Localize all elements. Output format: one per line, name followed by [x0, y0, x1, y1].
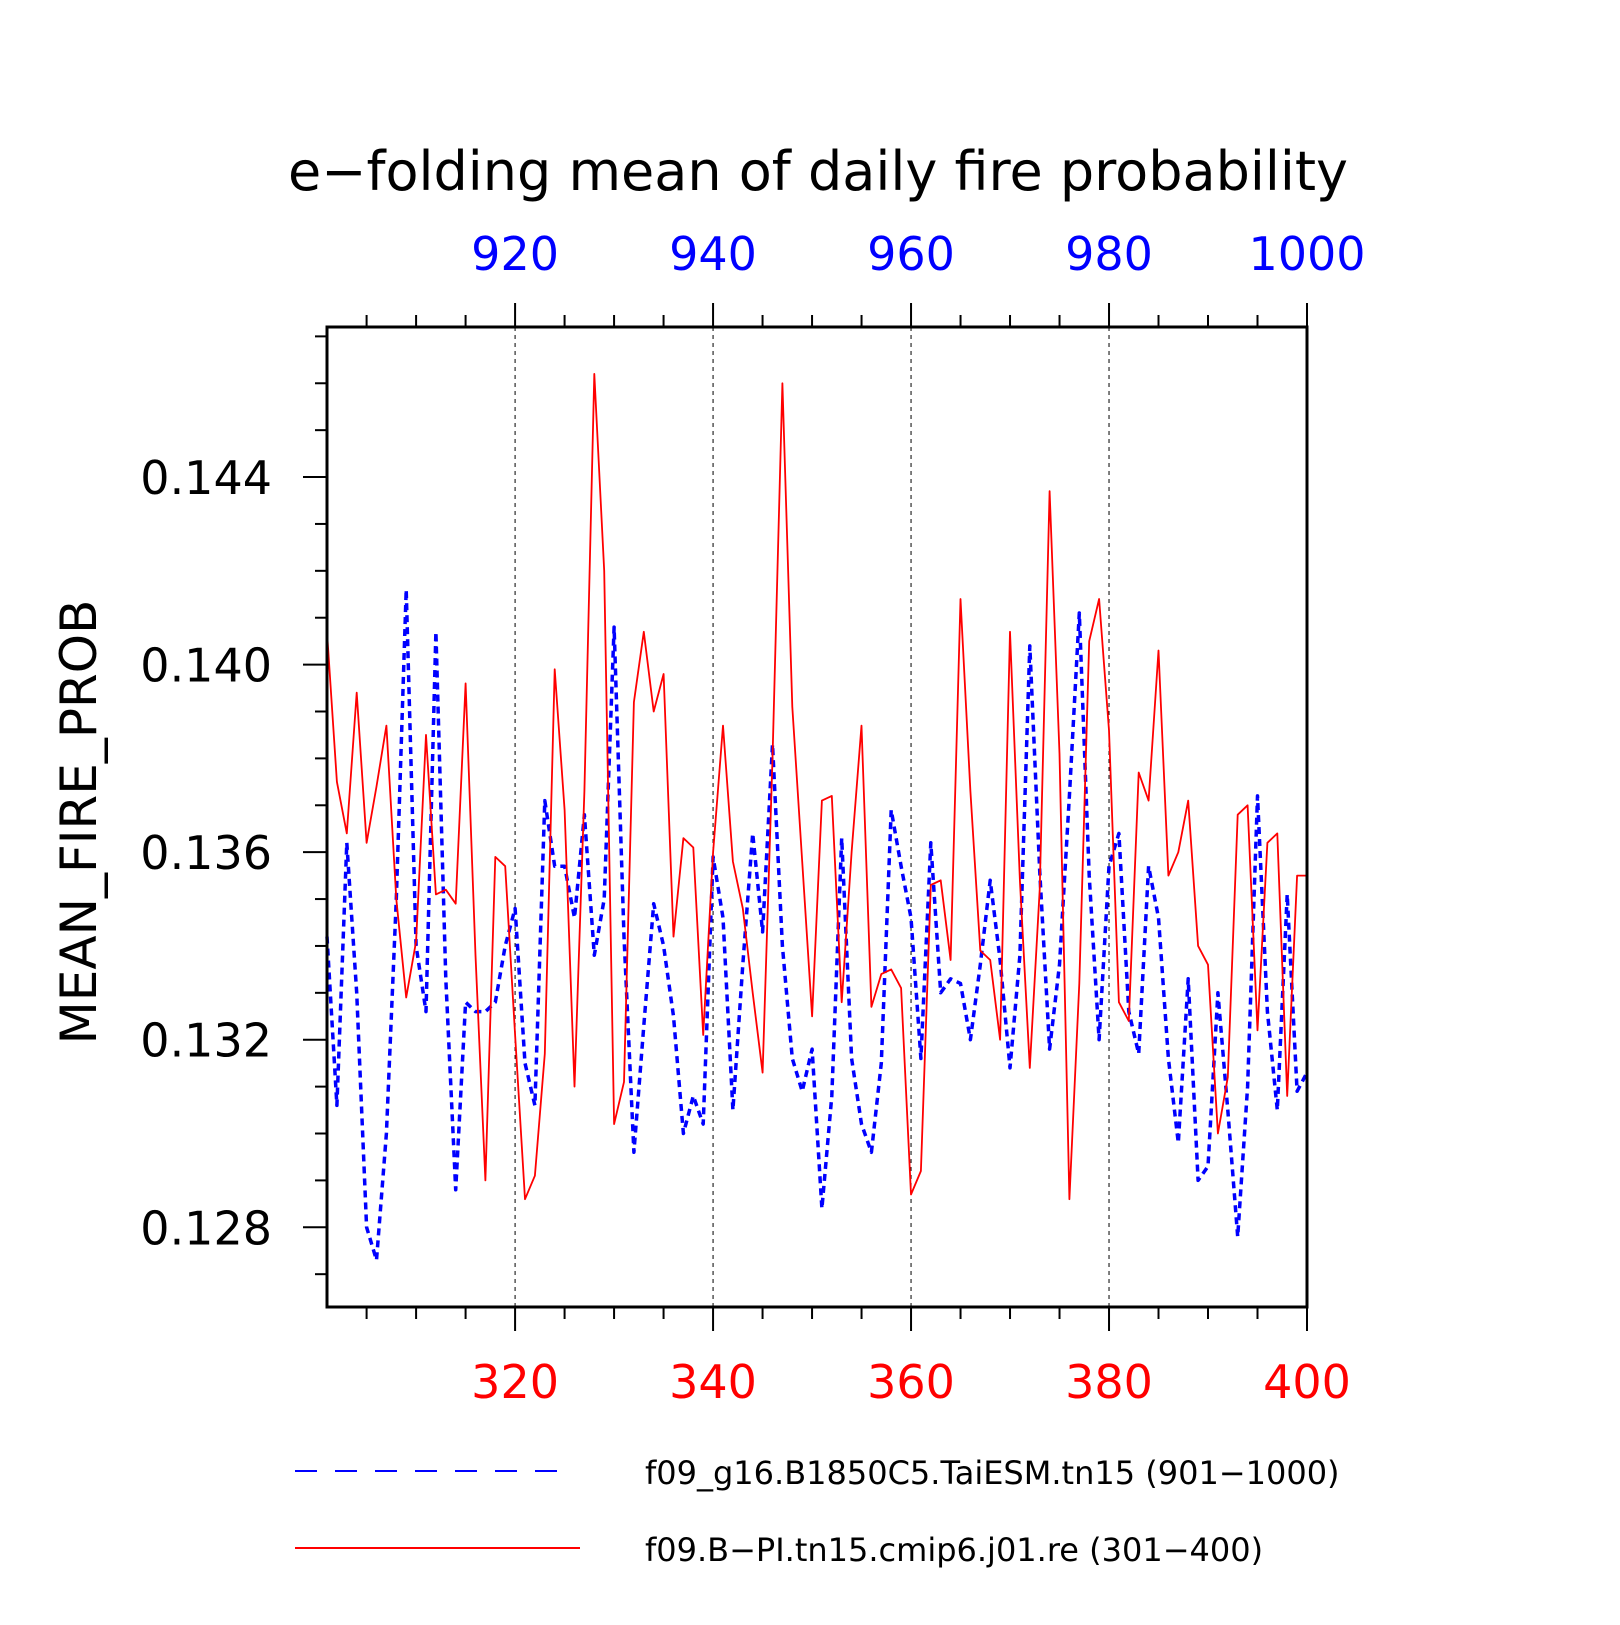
- bottom-x-tick-label-320: 320: [471, 1355, 559, 1409]
- y-tick-label-0.128: 0.128: [140, 1201, 272, 1255]
- top-x-tick-label-940: 940: [669, 227, 757, 281]
- y-tick-label-0.132: 0.132: [140, 1014, 272, 1068]
- tick-labels: 0.128 0.132 0.136 0.140 0.144 920 940 960 980 100…: [140, 227, 1365, 1409]
- plot-frame: [325, 325, 1309, 1309]
- series-lines: [325, 372, 1309, 1262]
- y-tick-label-0.136: 0.136: [140, 826, 272, 880]
- top-x-tick-label-1000: 1000: [1248, 227, 1365, 281]
- legend-label-1: f09.B−PI.tn15.cmip6.j01.re (301−400): [645, 1531, 1263, 1569]
- series-line-cmip6: [326, 372, 1307, 1201]
- chart-title: e−folding mean of daily fire probability: [288, 140, 1348, 203]
- top-x-tick-label-980: 980: [1065, 227, 1153, 281]
- bottom-x-tick-label-360: 360: [867, 1355, 955, 1409]
- legend: f09_g16.B1850C5.TaiESM.tn15 (901−1000) f0…: [295, 1454, 1340, 1569]
- y-axis-label: MEAN_FIRE_PROB: [50, 600, 108, 1045]
- bottom-x-tick-label-380: 380: [1065, 1355, 1153, 1409]
- legend-label-0: f09_g16.B1850C5.TaiESM.tn15 (901−1000): [645, 1454, 1340, 1492]
- y-tick-label-0.144: 0.144: [140, 451, 272, 505]
- top-x-tick-label-960: 960: [867, 227, 955, 281]
- bottom-x-tick-label-400: 400: [1263, 1355, 1351, 1409]
- bottom-x-tick-label-340: 340: [669, 1355, 757, 1409]
- axis-ticks: [303, 303, 1308, 1331]
- top-x-tick-label-920: 920: [471, 227, 559, 281]
- gridlines: [514, 327, 1110, 1307]
- y-tick-label-0.140: 0.140: [140, 639, 272, 693]
